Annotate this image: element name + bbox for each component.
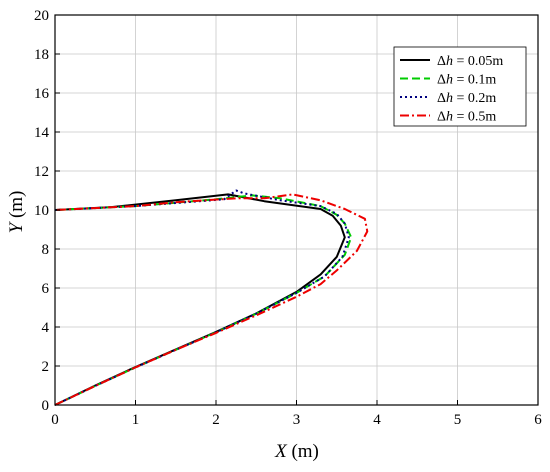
x-tick-label: 5 — [454, 412, 462, 428]
y-tick-label: 12 — [34, 164, 49, 180]
y-tick-label: 0 — [42, 398, 50, 414]
x-tick-label: 0 — [51, 412, 59, 428]
series-layer — [54, 189, 369, 406]
series-line-3 — [54, 193, 369, 406]
y-tick-label: 18 — [34, 47, 49, 63]
y-tick-label: 10 — [34, 203, 49, 219]
y-tick-label: 16 — [34, 86, 50, 102]
x-tick-label: 3 — [293, 412, 301, 428]
y-tick-label: 4 — [42, 320, 50, 336]
y-tick-label: 20 — [34, 8, 49, 24]
grid-lines — [55, 15, 538, 405]
x-tick-label: 1 — [132, 412, 140, 428]
y-tick-label: 6 — [42, 281, 50, 297]
legend-label-0: Δh = 0.05m — [437, 54, 503, 69]
x-tick-label: 2 — [212, 412, 220, 428]
legend-label-3: Δh = 0.5m — [437, 110, 496, 125]
legend: Δh = 0.05m Δh = 0.1m Δh = 0.2m Δh = 0.5m — [393, 46, 527, 127]
legend-label-2: Δh = 0.2m — [437, 91, 496, 106]
x-tick-label: 4 — [373, 412, 381, 428]
y-tick-label: 14 — [34, 125, 50, 141]
y-tick-label: 2 — [42, 359, 50, 375]
y-tick-label: 8 — [42, 242, 50, 258]
x-tick-label: 6 — [534, 412, 542, 428]
legend-label-1: Δh = 0.1m — [437, 73, 496, 88]
x-axis-label: X (m) — [274, 441, 319, 462]
series-line-2 — [54, 189, 350, 406]
y-axis-label: Y (m) — [6, 191, 27, 234]
